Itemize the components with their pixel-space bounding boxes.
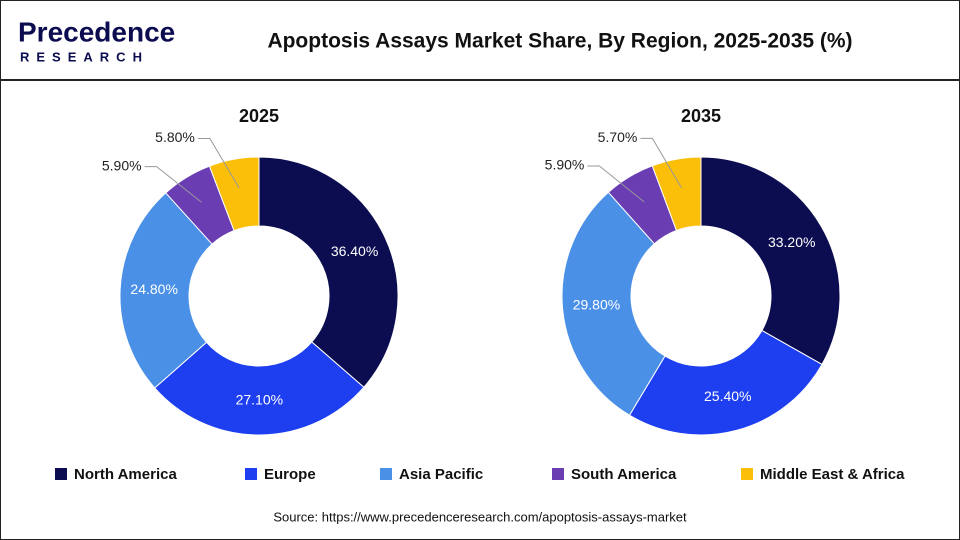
legend-swatch	[380, 468, 392, 480]
value-label: 5.90%	[545, 157, 585, 173]
value-label: 5.90%	[102, 157, 142, 173]
donut-slice	[258, 156, 399, 388]
legend-swatch	[55, 468, 67, 480]
legend-label: Europe	[264, 466, 316, 483]
donut-slice	[700, 156, 841, 366]
chart-title: 2025	[239, 106, 279, 126]
logo-tagline: RESEARCH	[20, 49, 149, 64]
page-title: Apoptosis Assays Market Share, By Region…	[267, 30, 852, 53]
value-label: 29.80%	[573, 297, 620, 313]
donut-slice	[154, 341, 365, 436]
legend-swatch	[741, 468, 753, 480]
legend-swatch	[552, 468, 564, 480]
donut-slice	[651, 156, 702, 232]
leader-line	[144, 166, 202, 203]
leader-line	[587, 165, 645, 203]
source: Source: https://www.precedenceresearch.c…	[273, 509, 687, 524]
legend-swatch	[245, 468, 257, 480]
donut-slice	[628, 329, 823, 436]
donut-slice	[561, 191, 666, 416]
logo-name: Precedence	[18, 16, 175, 47]
donut-slice	[119, 192, 213, 389]
value-label: 36.40%	[331, 243, 378, 259]
value-label: 24.80%	[130, 281, 177, 297]
value-label: 25.40%	[704, 388, 751, 404]
leader-line	[197, 137, 240, 189]
value-label: 5.80%	[155, 129, 195, 145]
legend-label: South America	[571, 466, 677, 483]
legend-label: Middle East & Africa	[760, 466, 905, 483]
value-label: 5.70%	[598, 129, 638, 145]
donut-slice	[208, 156, 260, 232]
leader-line	[640, 137, 682, 189]
legend-label: North America	[74, 466, 177, 483]
value-label: 33.20%	[768, 234, 815, 250]
chart-title: 2035	[681, 106, 721, 126]
legend-label: Asia Pacific	[399, 466, 483, 483]
value-label: 27.10%	[236, 392, 283, 408]
